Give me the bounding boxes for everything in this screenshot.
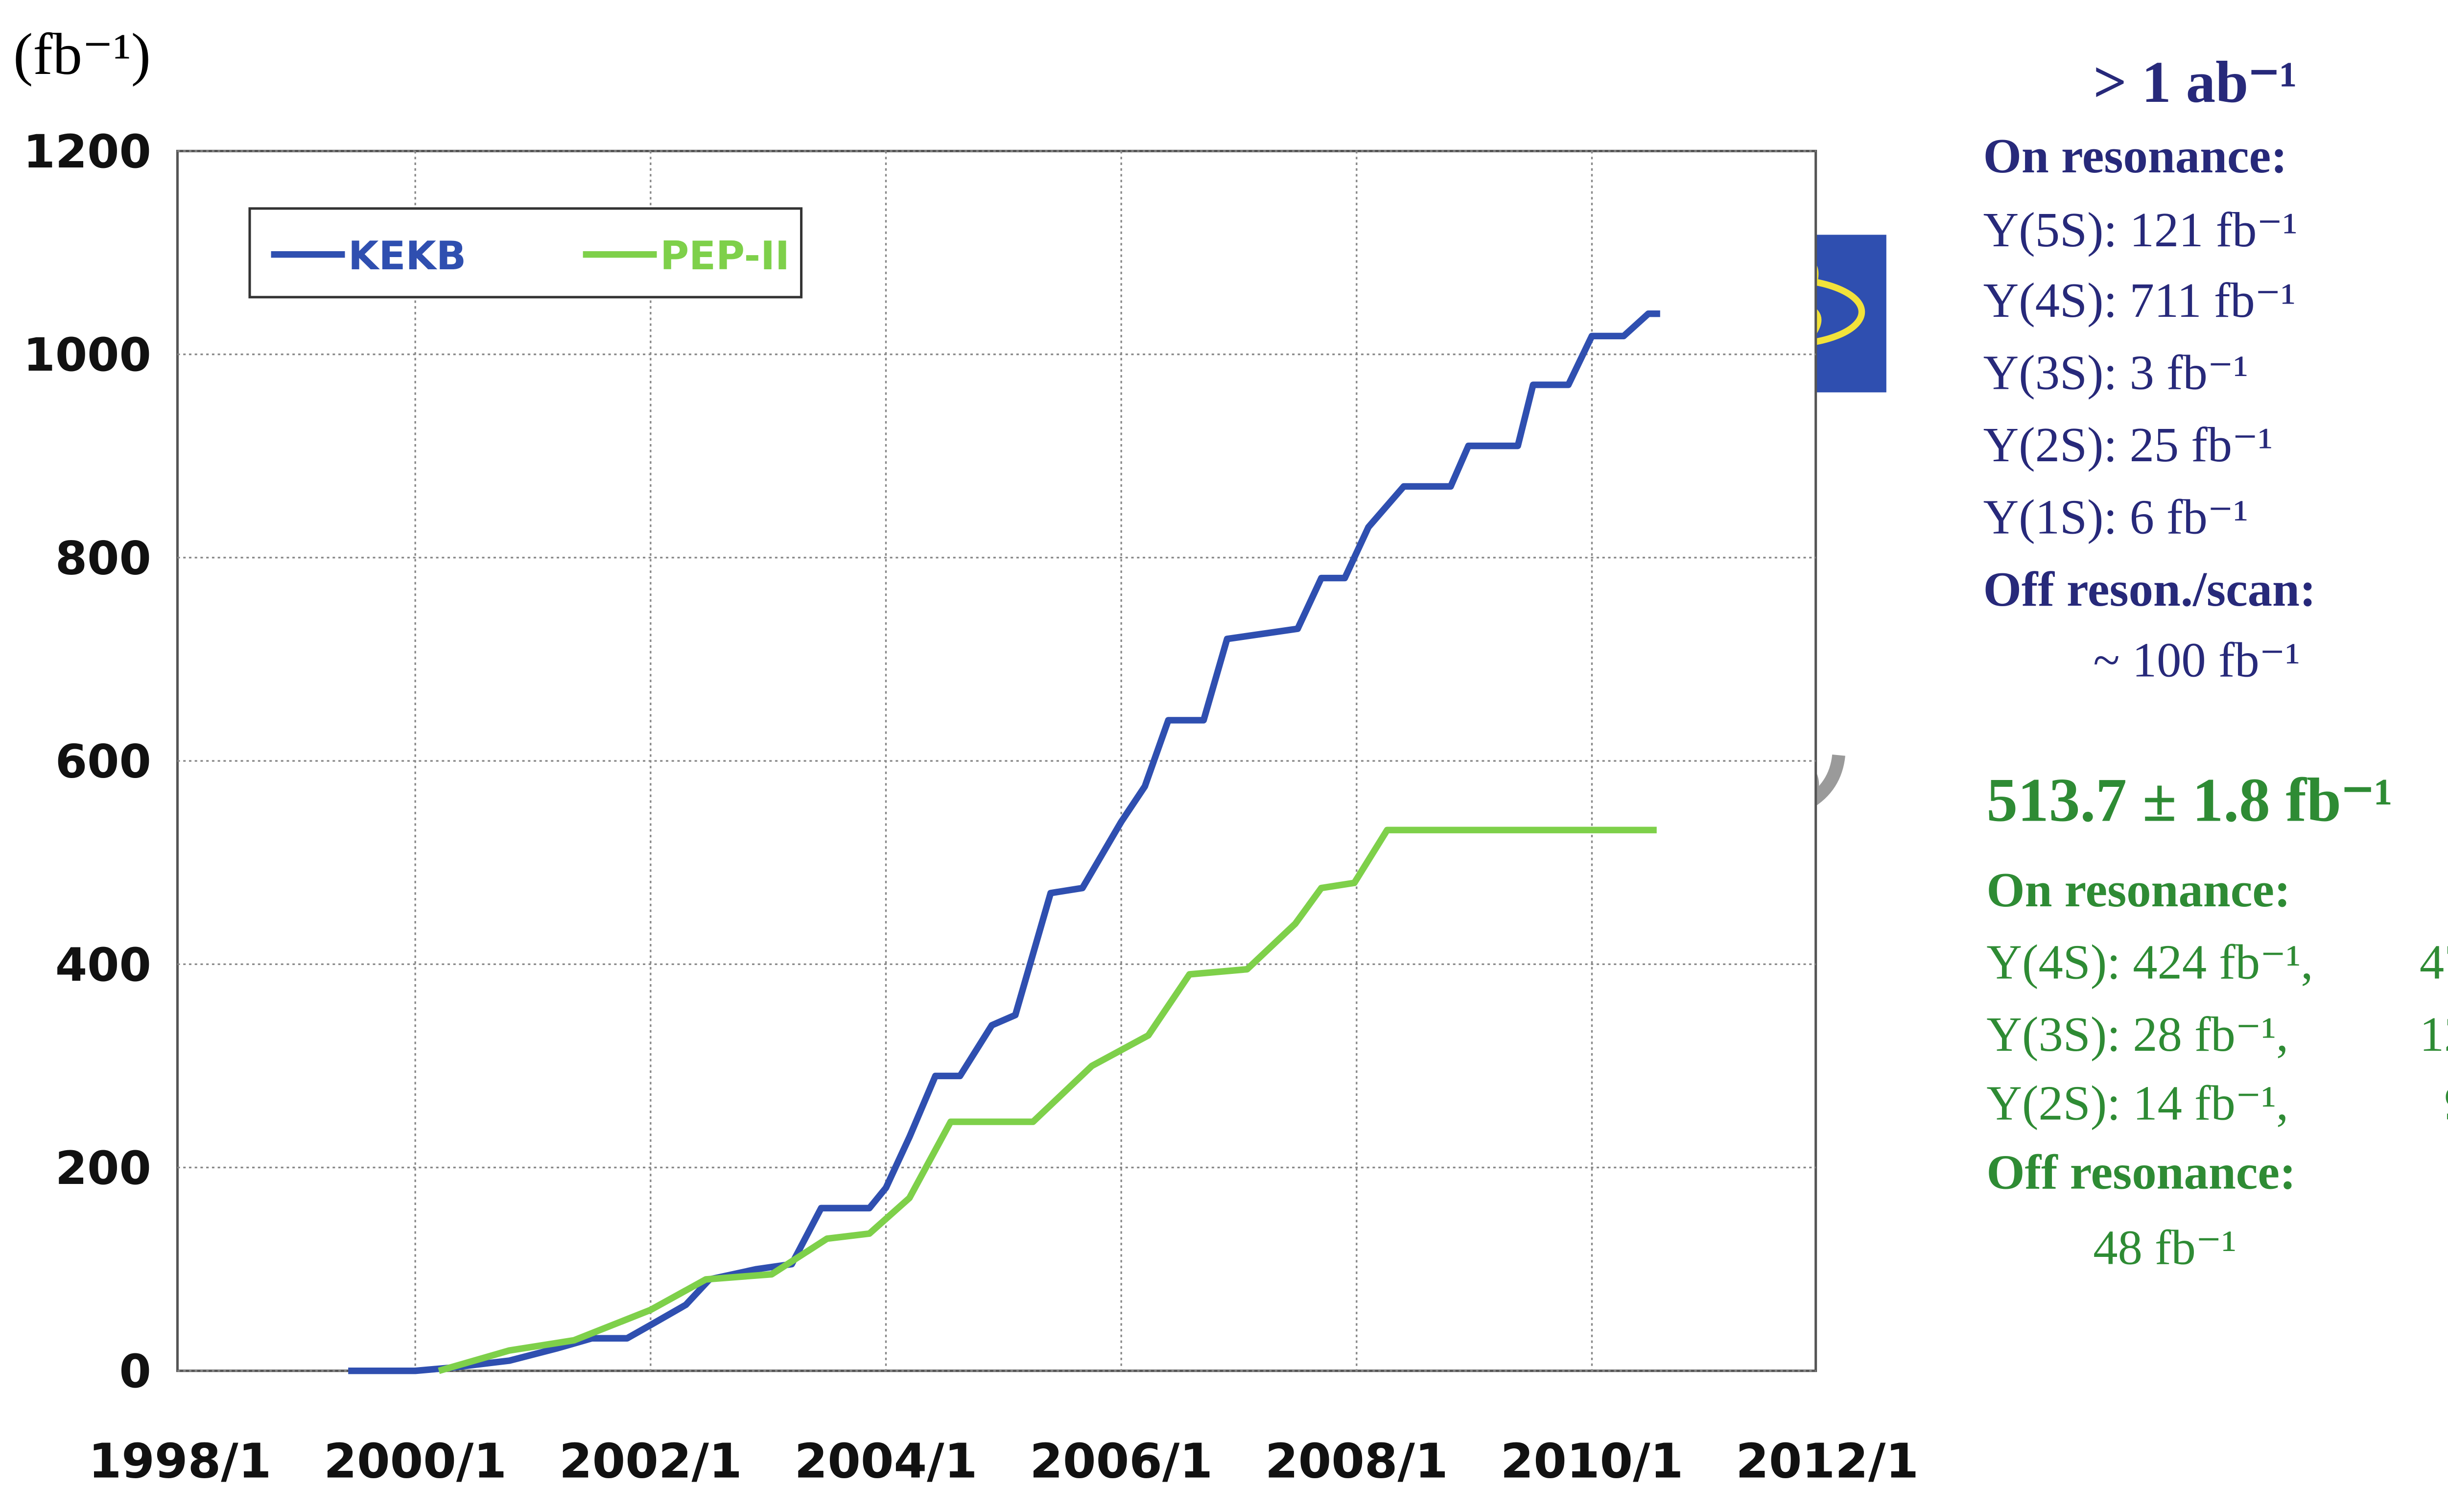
- annotation-count: 122 M: [2420, 1007, 2448, 1062]
- series-line: [348, 310, 1660, 1374]
- annotation-panel: 513.7 ± 1.8 fb⁻¹ On resonance: Υ(4S): 424 …: [1986, 765, 2448, 1275]
- annotation-line: 48 fb⁻¹: [2093, 1220, 2236, 1275]
- plot-area: [176, 149, 1817, 1372]
- annotation-panel: > 1 ab⁻¹ On resonance: Υ(5S): 121 fb⁻¹ Υ(4S…: [1983, 49, 2316, 687]
- x-tick-label: 2008/1: [1265, 1434, 1448, 1489]
- y-tick-label: 200: [55, 1142, 151, 1195]
- annotation-line: 513.7 ± 1.8 fb⁻¹: [1986, 765, 2393, 834]
- annotation-line: Υ(3S): 28 fb⁻¹,: [1986, 1007, 2288, 1062]
- annotation-line: Υ(4S): 424 fb⁻¹,: [1986, 934, 2313, 989]
- legend-label: PEP-II: [660, 233, 790, 279]
- x-tick-label: 2002/1: [559, 1434, 742, 1489]
- x-tick-label: 2010/1: [1501, 1434, 1684, 1489]
- legend-label: KEKB: [348, 233, 466, 279]
- annotation-line: Off reson./scan:: [1983, 562, 2316, 616]
- annotation-line: On resonance:: [1986, 862, 2290, 917]
- annotation-line: ~ 100 fb⁻¹: [2093, 632, 2300, 687]
- x-tick-label: 2006/1: [1030, 1434, 1213, 1489]
- y-tick-label: 800: [55, 532, 151, 585]
- annotation-line: Υ(1S): 6 fb⁻¹: [1983, 490, 2248, 544]
- y-tick-label: 600: [55, 735, 151, 789]
- x-tick-label: 2004/1: [795, 1434, 978, 1489]
- y-tick-label: 0: [119, 1345, 151, 1398]
- annotation-line: Υ(2S): 14 fb⁻¹,: [1986, 1076, 2288, 1131]
- annotation-count: 471 M: [2420, 934, 2448, 989]
- annotation-line: Υ(4S): 711 fb⁻¹: [1983, 273, 2296, 328]
- series-line: [438, 827, 1657, 1374]
- legend: KEKB PEP-II: [248, 207, 803, 299]
- y-axis-label: (fb⁻¹): [13, 22, 151, 87]
- annotation-line: Υ(5S): 121 fb⁻¹: [1983, 202, 2298, 257]
- x-tick-label: 1998/1: [89, 1434, 272, 1489]
- annotation-line: Υ(2S): 25 fb⁻¹: [1983, 417, 2273, 472]
- y-tick-label: 1000: [24, 329, 151, 382]
- annotation-line: Off resonance:: [1986, 1144, 2296, 1199]
- y-tick-label: 400: [55, 939, 151, 992]
- annotation-line: > 1 ab⁻¹: [2093, 49, 2297, 115]
- x-tick-label: 2000/1: [324, 1434, 507, 1489]
- x-tick-label: 2012/1: [1736, 1434, 1919, 1489]
- annotation-count: 99 M: [2444, 1076, 2448, 1131]
- y-tick-label: 1200: [24, 125, 151, 179]
- annotation-line: On resonance:: [1983, 128, 2287, 183]
- annotation-line: Υ(3S): 3 fb⁻¹: [1983, 345, 2248, 400]
